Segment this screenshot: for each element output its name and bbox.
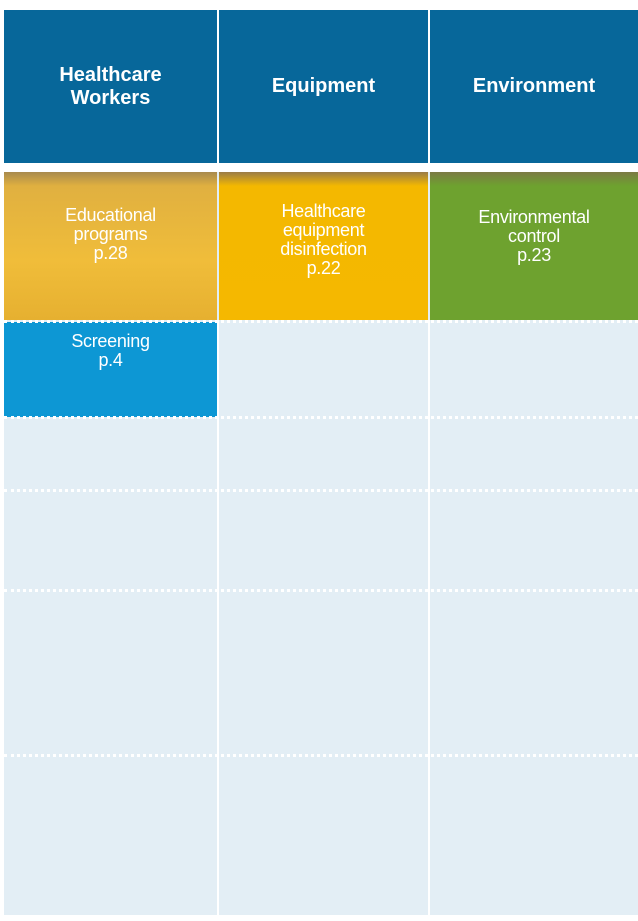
table-cell: Healthcare equipment disinfection p.22 xyxy=(219,172,428,320)
row-divider xyxy=(4,489,638,492)
column-separator xyxy=(217,320,219,915)
column-separator xyxy=(428,320,430,915)
row-divider xyxy=(4,754,638,757)
table-cell: Educational programs p.28 xyxy=(4,172,217,320)
column-header: Equipment xyxy=(219,10,428,163)
column-header: Environment xyxy=(430,10,638,163)
page: Healthcare Workers Equipment Environment… xyxy=(0,0,638,921)
column-header: Healthcare Workers xyxy=(4,10,217,163)
table-cell: Screening p.4 xyxy=(4,322,217,417)
row-divider xyxy=(4,589,638,592)
table-cell: Environmental control p.23 xyxy=(430,172,638,320)
row-divider xyxy=(4,416,638,419)
row-divider xyxy=(4,320,638,323)
